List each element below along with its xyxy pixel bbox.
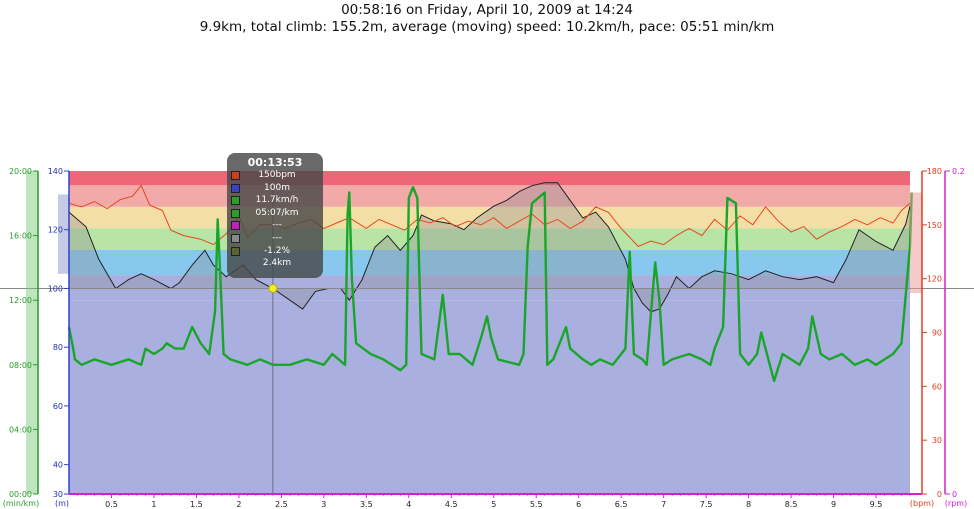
tooltip-value: 2.4km: [262, 258, 292, 269]
cursor-marker: [268, 283, 278, 293]
tooltip-value: 05:07/km: [255, 207, 299, 218]
x-tick-label: 2.5: [275, 500, 288, 509]
tooltip-value: 100m: [264, 182, 290, 193]
hr-tick-label: 180: [927, 167, 942, 176]
elevation-fill: [69, 182, 910, 312]
hover-tooltip: 00:13:53 150bpm 100m 11.7km/h 05:07/km --- --…: [227, 153, 323, 278]
x-tick-label: 4.5: [445, 500, 458, 509]
pace-tick-label: 00:00: [9, 490, 32, 499]
axes: 00:0004:0008:0012:0016:0020:00(min/km)30…: [3, 167, 967, 509]
hr-axis-band: [910, 192, 922, 294]
tooltip-row: ---: [227, 232, 323, 245]
legend-swatch: [231, 233, 240, 243]
cadence-unit-label: (rpm): [945, 499, 967, 508]
elevation-tick-label: 100: [48, 284, 63, 293]
elevation-tick-label: 140: [48, 167, 63, 176]
elevation-unit-label: (m): [55, 499, 69, 508]
pace-unit-label: (min/km): [3, 499, 39, 508]
x-tick-label: 3.5: [360, 500, 373, 509]
pace-tick-label: 20:00: [9, 167, 32, 176]
cadence-tick-label: 0.2: [952, 167, 965, 176]
x-tick-label: 9.5: [870, 500, 883, 509]
x-tick-label: 3: [321, 500, 326, 509]
elevation-axis-band: [58, 194, 69, 274]
x-tick-label: 4: [406, 500, 411, 509]
tooltip-row: 100m: [227, 182, 323, 195]
tooltip-time: 00:13:53: [247, 156, 303, 169]
x-tick-label: 7.5: [700, 500, 713, 509]
pace-axis-band: [26, 171, 38, 494]
tooltip-row: -1.2%: [227, 245, 323, 258]
x-tick-label: 0.5: [105, 500, 118, 509]
heart-rate-series: [68, 184, 911, 247]
tooltip-row: 150bpm: [227, 169, 323, 182]
tooltip-value: -1.2%: [263, 245, 291, 256]
x-tick-label: 2: [236, 500, 241, 509]
title-line-1: 00:58:16 on Friday, April 10, 2009 at 14…: [341, 2, 633, 18]
heart-rate-line: [68, 184, 911, 247]
hr-tick-label: 30: [932, 436, 942, 445]
elevation-tick-label: 60: [53, 402, 63, 411]
legend-swatch: [231, 208, 240, 218]
elevation-tick-label: 80: [53, 343, 63, 352]
x-tick-label: 8: [746, 500, 751, 509]
hr-zone-band-0: [69, 171, 910, 186]
tooltip-value: 11.7km/h: [255, 195, 299, 206]
elevation-area: [0, 182, 974, 313]
x-tick-label: 5: [491, 500, 496, 509]
x-tick-label: 1.5: [190, 500, 203, 509]
legend-swatch: [231, 171, 240, 180]
tooltip-row: 11.7km/h: [227, 194, 323, 207]
pace-tick-label: 16:00: [9, 232, 32, 241]
cadence-tick-label: 0: [952, 490, 957, 499]
hr-tick-label: 0: [937, 490, 942, 499]
tooltip-value: 150bpm: [258, 170, 296, 180]
legend-swatch: [231, 183, 240, 193]
hr-tick-label: 150: [927, 221, 942, 230]
elevation-tick-label: 120: [48, 226, 63, 235]
hr-tick-label: 90: [932, 329, 942, 338]
x-tick-label: 9: [831, 500, 836, 509]
title-line-2: 9.9km, total climb: 155.2m, average (mov…: [199, 19, 775, 35]
tooltip-row: 05:07/km: [227, 207, 323, 220]
elevation-tick-label: 30: [53, 490, 63, 499]
chart-title: 00:58:16 on Friday, April 10, 2009 at 14…: [0, 2, 974, 36]
hr-zone-band-1: [69, 185, 910, 207]
tooltip-value: ---: [272, 220, 282, 231]
legend-swatch: [231, 196, 240, 206]
hr-unit-label: (bpm): [910, 499, 934, 508]
tooltip-row: ---: [227, 219, 323, 232]
pace-tick-label: 08:00: [9, 361, 32, 370]
pace-line: [67, 186, 913, 383]
elevation-line: [68, 182, 911, 313]
legend-swatch: [231, 246, 240, 256]
x-tick-label: 8.5: [785, 500, 798, 509]
x-tick-label: 6.5: [615, 500, 628, 509]
legend-swatch: [231, 221, 240, 231]
x-tick-label: 6: [576, 500, 581, 509]
pace-tick-label: 04:00: [9, 425, 32, 434]
x-tick-label: 7: [661, 500, 666, 509]
elevation-tick-label: 40: [53, 461, 63, 470]
x-tick-label: 5.5: [530, 500, 543, 509]
pace-tick-label: 12:00: [9, 296, 32, 305]
hr-tick-label: 60: [932, 382, 942, 391]
tooltip-value: ---: [272, 232, 282, 243]
hr-zones: [69, 171, 910, 494]
x-tick-label: 1: [151, 500, 156, 509]
hr-zone-band-base: [69, 275, 910, 301]
tooltip-row: 2.4km: [227, 257, 323, 270]
hr-tick-label: 120: [927, 275, 942, 284]
hr-zone-band-4: [69, 249, 910, 276]
pace-series: [67, 186, 913, 383]
